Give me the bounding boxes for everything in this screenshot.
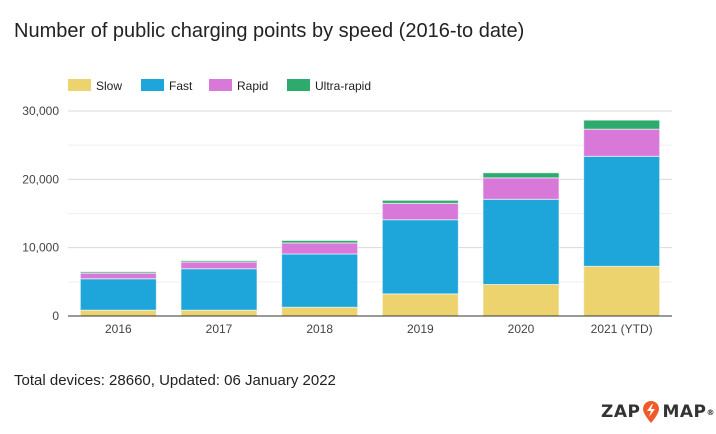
bar-rapid bbox=[79, 272, 157, 280]
bar-fast bbox=[482, 198, 560, 285]
bar-ultra-rapid bbox=[79, 271, 157, 274]
bar-slow bbox=[583, 265, 661, 317]
legend-label: Ultra-rapid bbox=[315, 79, 371, 93]
logo-map-text: MAP bbox=[662, 402, 707, 422]
legend-swatch-slow bbox=[68, 79, 91, 91]
x-tick-label: 2019 bbox=[407, 322, 434, 336]
legend-swatch-rapid bbox=[209, 79, 232, 91]
legend-label: Slow bbox=[96, 79, 122, 93]
bar-slow bbox=[180, 309, 258, 317]
bar-fast bbox=[180, 268, 258, 311]
bar-slow bbox=[79, 309, 157, 317]
bar-slow bbox=[482, 283, 560, 317]
chart-title: Number of public charging points by spee… bbox=[14, 20, 525, 42]
bar-rapid bbox=[482, 177, 560, 200]
bar-fast bbox=[381, 219, 459, 295]
y-tick-label: 30,000 bbox=[22, 104, 59, 118]
y-tick-label: 10,000 bbox=[22, 241, 59, 255]
bar-ultra-rapid bbox=[381, 199, 459, 204]
bar-ultra-rapid bbox=[281, 239, 359, 244]
bar-fast bbox=[79, 278, 157, 311]
bar-slow bbox=[281, 306, 359, 317]
bar-rapid bbox=[583, 128, 661, 157]
y-tick-label: 20,000 bbox=[22, 172, 59, 186]
legend-swatch-ultra-rapid bbox=[287, 79, 310, 91]
legend-swatch-fast bbox=[141, 79, 164, 91]
x-tick-label: 2020 bbox=[508, 322, 535, 336]
bar-fast bbox=[583, 155, 661, 267]
x-tick-label: 2017 bbox=[206, 322, 233, 336]
footer-summary: Total devices: 28660, Updated: 06 Januar… bbox=[14, 372, 336, 389]
y-tick-label: 0 bbox=[52, 309, 59, 323]
bar-rapid bbox=[180, 261, 258, 270]
bar-ultra-rapid bbox=[180, 260, 258, 263]
legend-label: Rapid bbox=[237, 79, 268, 93]
bar-ultra-rapid bbox=[583, 119, 661, 130]
pin-bolt-icon bbox=[643, 401, 660, 423]
bar-rapid bbox=[281, 242, 359, 255]
bar-slow bbox=[381, 293, 459, 317]
x-tick-label: 2016 bbox=[105, 322, 132, 336]
x-tick-label: 2021 (YTD) bbox=[591, 322, 653, 336]
logo-zap-text: ZAP bbox=[601, 402, 641, 422]
x-tick-label: 2018 bbox=[306, 322, 333, 336]
zapmap-logo[interactable]: ZAP MAP ® bbox=[601, 400, 715, 424]
stacked-bar-chart: 0 10,000 20,000 30,000 2016 2017 2018 2019 2020 2… bbox=[22, 79, 672, 336]
bar-rapid bbox=[381, 202, 459, 221]
bar-ultra-rapid bbox=[482, 172, 560, 179]
bar-fast bbox=[281, 253, 359, 308]
legend-label: Fast bbox=[169, 79, 193, 93]
registered-mark: ® bbox=[706, 407, 715, 417]
